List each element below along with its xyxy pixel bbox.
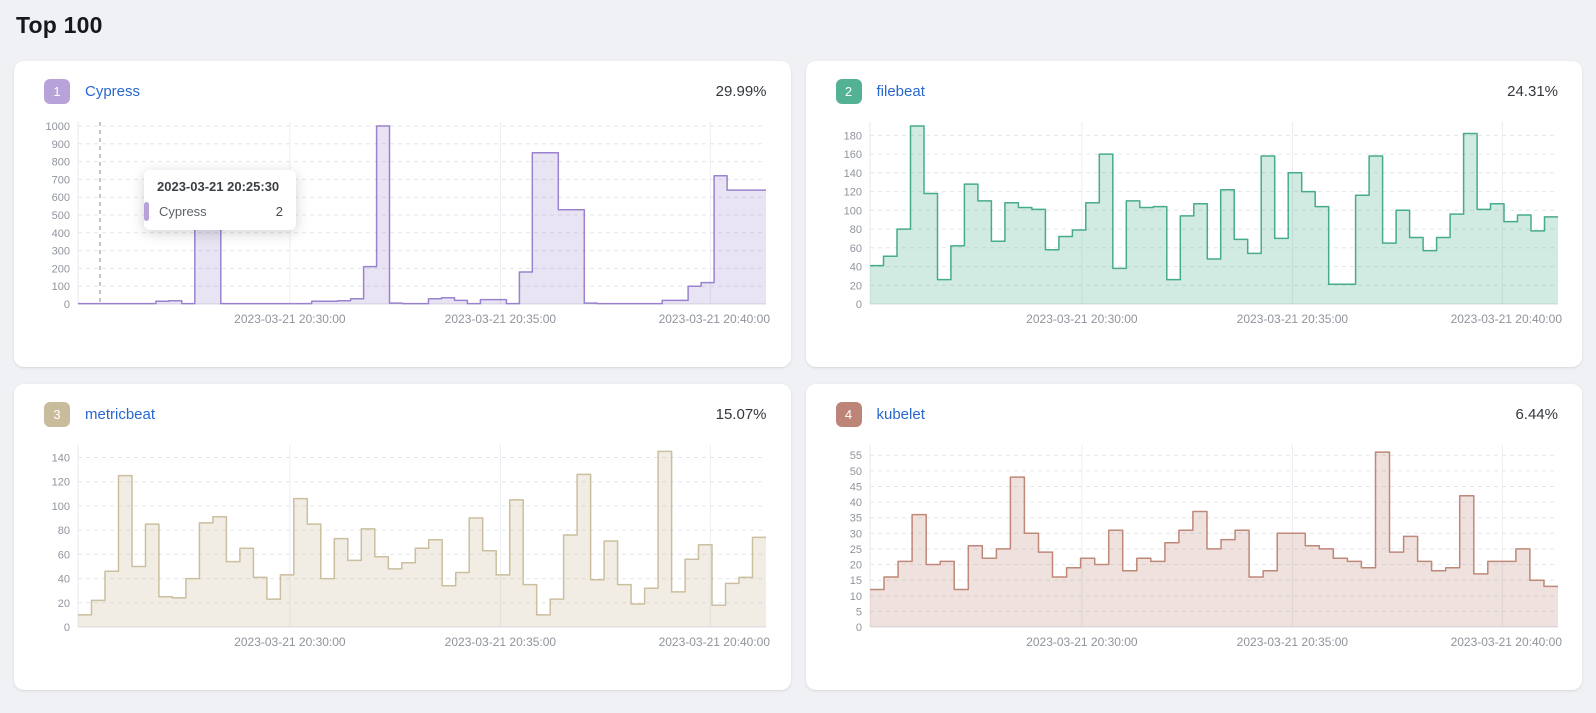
svg-text:300: 300	[52, 246, 70, 258]
metricbeat-chart[interactable]: 0 20 40 60 80 100 120 140 2023-03-21 20:30:00 202…	[32, 441, 773, 660]
percent-value: 24.31%	[1507, 83, 1558, 100]
rank-badge: 3	[44, 402, 70, 427]
svg-text:20: 20	[58, 598, 70, 610]
percent-value: 15.07%	[715, 406, 767, 423]
svg-text:60: 60	[58, 549, 70, 561]
chart-card-kubelet: 4 kubelet 6.44% 0 5 10 15 20 25 30 35 40 45 50 55 20…	[805, 384, 1582, 690]
chart-tooltip: 2023-03-21 20:25:30 Cypress 2	[144, 170, 296, 230]
kubelet-chart[interactable]: 0 5 10 15 20 25 30 35 40 45 50 55 2023-03-21 20:30:0…	[824, 441, 1565, 660]
svg-text:20: 20	[849, 560, 861, 572]
svg-text:200: 200	[52, 263, 70, 275]
svg-text:60: 60	[849, 243, 861, 255]
percent-value: 29.99%	[715, 83, 767, 100]
svg-text:1000: 1000	[46, 121, 70, 133]
chart-card-cypress: 1 Cypress 29.99% 2023-03-21 20:25:30 Cyp…	[14, 61, 791, 367]
chart-svg: 0 5 10 15 20 25 30 35 40 45 50 55 2023-03-21 20:30:0…	[849, 445, 1562, 649]
svg-text:2023-03-21 20:40:00: 2023-03-21 20:40:00	[659, 312, 771, 326]
series-marker	[144, 202, 149, 221]
tooltip-value: 2	[275, 204, 283, 219]
svg-text:55: 55	[849, 450, 861, 462]
svg-text:2023-03-21 20:30:00: 2023-03-21 20:30:00	[234, 635, 346, 649]
svg-text:10: 10	[849, 591, 861, 603]
svg-text:80: 80	[849, 224, 861, 236]
card-header: 2 filebeat 24.31%	[824, 75, 1565, 104]
tooltip-row: Cypress 2	[144, 202, 283, 221]
cypress-chart[interactable]: 2023-03-21 20:25:30 Cypress 2 0 100 200 300…	[32, 118, 773, 337]
svg-text:40: 40	[58, 574, 70, 586]
chart-svg: 0 20 40 60 80 100 120 140 160 180 2023-03-21 20:30…	[843, 122, 1562, 326]
percent-value: 6.44%	[1515, 406, 1558, 423]
svg-text:900: 900	[52, 139, 70, 151]
svg-text:0: 0	[64, 299, 70, 311]
svg-text:100: 100	[843, 205, 861, 217]
tooltip-timestamp: 2023-03-21 20:25:30	[157, 179, 280, 194]
filebeat-chart[interactable]: 0 20 40 60 80 100 120 140 160 180 2023-03-21 20:30…	[824, 118, 1565, 337]
svg-text:600: 600	[52, 192, 70, 204]
page-title: Top 100	[16, 12, 103, 38]
svg-text:25: 25	[849, 544, 861, 556]
svg-text:2023-03-21 20:35:00: 2023-03-21 20:35:00	[1236, 635, 1348, 649]
rank-badge: 1	[44, 79, 70, 104]
chart-card-filebeat: 2 filebeat 24.31% 0 20 40 60 80 100 120 140 160 1…	[805, 61, 1582, 367]
svg-text:40: 40	[849, 497, 861, 509]
svg-text:140: 140	[843, 168, 861, 180]
card-header: 3 metricbeat 15.07%	[32, 398, 773, 427]
card-link-filebeat[interactable]: filebeat	[876, 83, 925, 100]
svg-text:15: 15	[849, 575, 861, 587]
card-link-kubelet[interactable]: kubelet	[876, 406, 925, 423]
svg-text:100: 100	[52, 501, 70, 513]
svg-text:2023-03-21 20:40:00: 2023-03-21 20:40:00	[1450, 312, 1562, 326]
svg-text:2023-03-21 20:40:00: 2023-03-21 20:40:00	[1450, 635, 1562, 649]
svg-text:500: 500	[52, 210, 70, 222]
svg-text:2023-03-21 20:30:00: 2023-03-21 20:30:00	[1026, 635, 1138, 649]
chart-card-metricbeat: 3 metricbeat 15.07% 0 20 40 60 80 100 120 140 20…	[14, 384, 791, 690]
svg-text:20: 20	[849, 280, 861, 292]
svg-text:2023-03-21 20:30:00: 2023-03-21 20:30:00	[234, 312, 346, 326]
card-link-metricbeat[interactable]: metricbeat	[85, 406, 156, 423]
svg-text:2023-03-21 20:35:00: 2023-03-21 20:35:00	[445, 312, 557, 326]
svg-text:0: 0	[855, 299, 861, 311]
svg-text:50: 50	[849, 466, 861, 478]
svg-text:400: 400	[52, 228, 70, 240]
card-link-cypress[interactable]: Cypress	[85, 83, 141, 100]
svg-text:160: 160	[843, 149, 861, 161]
svg-text:5: 5	[855, 606, 861, 618]
chart-svg: 0 100 200 300 400 500 600 700 800 900 1000 2023-03-…	[46, 121, 771, 326]
svg-text:0: 0	[64, 622, 70, 634]
svg-text:40: 40	[849, 262, 861, 274]
svg-text:180: 180	[843, 130, 861, 142]
rank-badge: 2	[835, 79, 862, 104]
cards-grid: 1 Cypress 29.99% 2023-03-21 20:25:30 Cyp…	[14, 61, 1582, 690]
svg-text:100: 100	[52, 281, 70, 293]
svg-text:140: 140	[52, 453, 70, 465]
svg-text:120: 120	[843, 187, 861, 199]
svg-text:30: 30	[849, 528, 861, 540]
card-header: 1 Cypress 29.99%	[32, 75, 773, 104]
svg-text:2023-03-21 20:30:00: 2023-03-21 20:30:00	[1026, 312, 1138, 326]
tooltip-series-label: Cypress	[159, 204, 207, 219]
svg-text:35: 35	[849, 513, 861, 525]
svg-text:2023-03-21 20:35:00: 2023-03-21 20:35:00	[1236, 312, 1348, 326]
chart-svg: 0 20 40 60 80 100 120 140 2023-03-21 20:30:00 202…	[52, 445, 771, 649]
svg-text:800: 800	[52, 157, 70, 169]
card-header: 4 kubelet 6.44%	[824, 398, 1565, 427]
svg-text:2023-03-21 20:40:00: 2023-03-21 20:40:00	[659, 635, 771, 649]
svg-text:120: 120	[52, 477, 70, 489]
svg-text:700: 700	[52, 174, 70, 186]
svg-text:0: 0	[855, 622, 861, 634]
svg-text:80: 80	[58, 525, 70, 537]
svg-text:2023-03-21 20:35:00: 2023-03-21 20:35:00	[445, 635, 557, 649]
svg-text:45: 45	[849, 482, 861, 494]
rank-badge: 4	[835, 402, 862, 427]
